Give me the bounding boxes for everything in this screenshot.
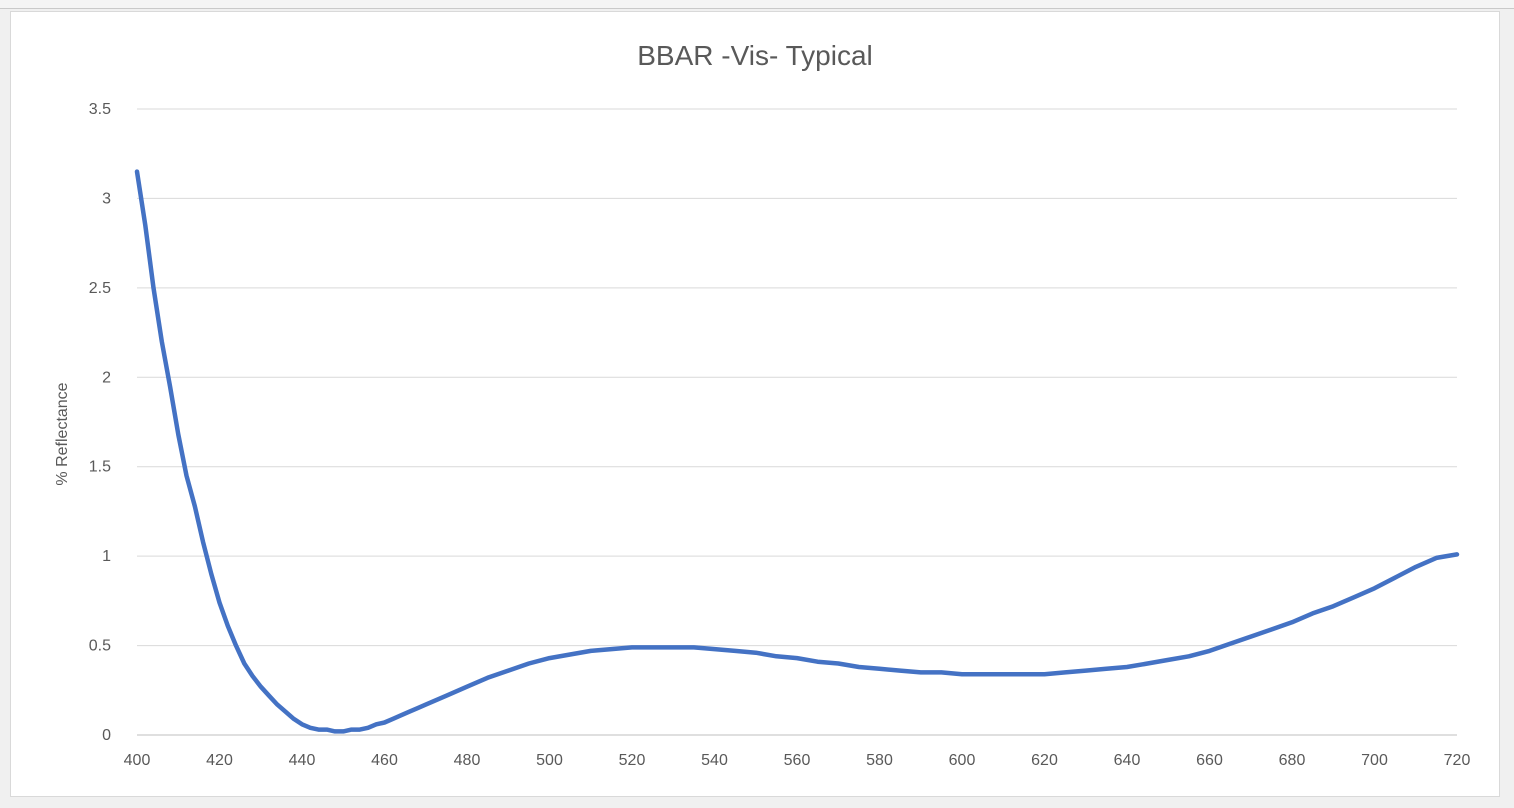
x-tick-label: 660 (1196, 752, 1223, 769)
x-tick-label: 720 (1444, 752, 1471, 769)
y-tick-label: 0 (102, 727, 111, 744)
y-tick-label: 1.5 (89, 459, 111, 476)
y-tick-label: 3.5 (89, 101, 111, 118)
x-tick-label: 600 (949, 752, 976, 769)
x-tick-label: 420 (206, 752, 233, 769)
y-tick-label: 2 (102, 369, 111, 386)
y-axis-label: % Reflectance (54, 382, 71, 485)
x-tick-label: 400 (124, 752, 151, 769)
x-tick-label: 500 (536, 752, 563, 769)
x-axis-tick-labels: 400 420 440 460 480 500 520 540 560 580 600 620 640 6… (124, 752, 1471, 769)
y-tick-label: 2.5 (89, 280, 111, 297)
x-tick-label: 560 (784, 752, 811, 769)
x-tick-label: 580 (866, 752, 893, 769)
y-tick-label: 3 (102, 190, 111, 207)
gridlines (137, 108, 1457, 736)
series-group (134, 169, 1460, 734)
x-tick-label: 520 (619, 752, 646, 769)
x-tick-label: 440 (289, 752, 316, 769)
x-tick-label: 620 (1031, 752, 1058, 769)
x-tick-label: 640 (1114, 752, 1141, 769)
series-line-0 (134, 169, 1460, 734)
x-tick-label: 480 (454, 752, 481, 769)
line-chart: BBAR -Vis- Typical 00.511.522.533.5 400 4… (54, 40, 1471, 769)
y-axis-tick-labels: 0 0.5 1 1.5 2 2.5 3 3.5 (89, 101, 111, 744)
x-tick-label: 700 (1361, 752, 1388, 769)
x-tick-label: 680 (1279, 752, 1306, 769)
x-tick-label: 460 (371, 752, 398, 769)
window-top-strip (0, 0, 1514, 9)
chart-title: BBAR -Vis- Typical (637, 40, 872, 71)
x-tick-label: 540 (701, 752, 728, 769)
y-tick-label: 1 (102, 548, 111, 565)
chart-area: BBAR -Vis- Typical 0 0.5 1 1.5 2 2.5 3 3.5 400 4… (10, 11, 1500, 797)
y-tick-label: 0.5 (89, 638, 111, 655)
